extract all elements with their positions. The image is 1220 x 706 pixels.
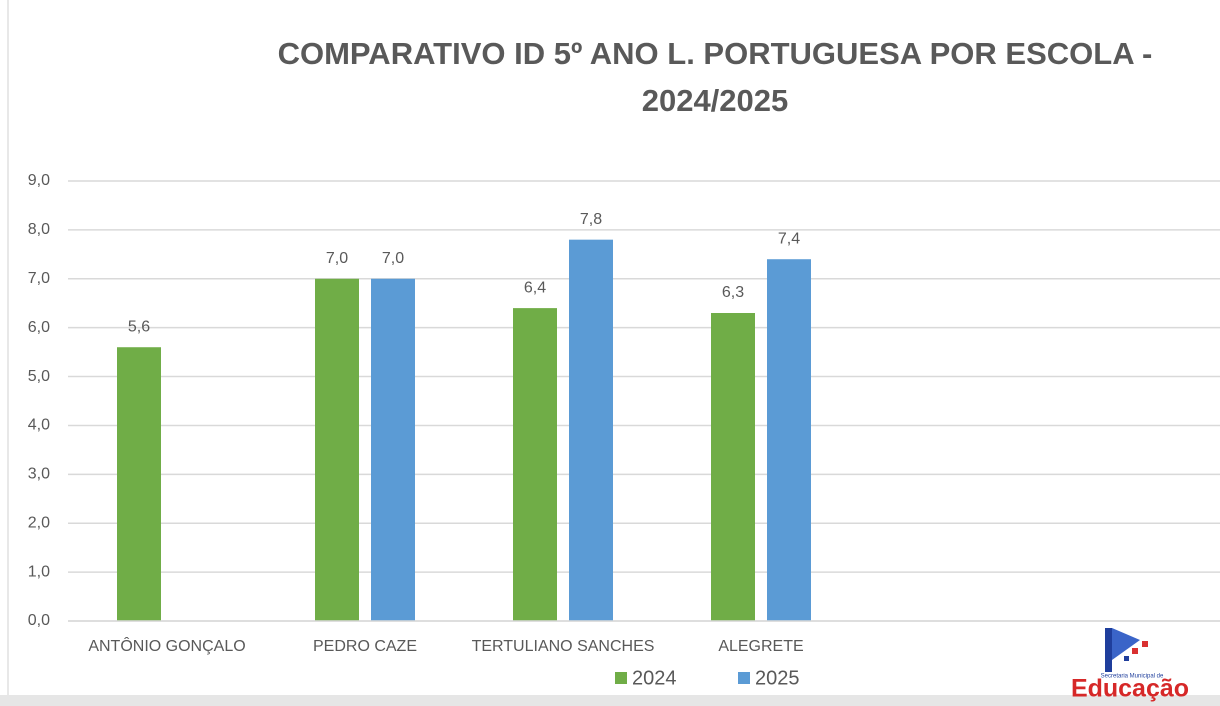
- x-tick-label: PEDRO CAZE: [313, 638, 417, 655]
- y-tick-label: 2,0: [28, 514, 50, 531]
- bar: [315, 278, 359, 621]
- logo-text: Educação: [1071, 675, 1189, 703]
- y-tick-label: 4,0: [28, 417, 50, 434]
- y-tick-label: 1,0: [28, 563, 50, 580]
- legend-label: 2024: [632, 667, 677, 689]
- legend-label: 2025: [755, 667, 800, 689]
- logo-shape: [1105, 628, 1112, 672]
- value-label: 6,3: [722, 284, 744, 301]
- y-tick-label: 6,0: [28, 319, 50, 336]
- chart-title: COMPARATIVO ID 5º ANO L. PORTUGUESA POR …: [278, 36, 1153, 71]
- chart-title: 2024/2025: [642, 83, 789, 118]
- bottom-strip: [0, 695, 1220, 706]
- bar: [117, 347, 161, 621]
- x-tick-label: ALEGRETE: [718, 638, 803, 655]
- logo-shape: [1142, 641, 1148, 647]
- y-tick-label: 0,0: [28, 612, 50, 629]
- value-label: 7,8: [580, 211, 602, 228]
- value-label: 7,0: [326, 250, 348, 267]
- y-tick-label: 5,0: [28, 368, 50, 385]
- legend-swatch: [615, 672, 627, 684]
- value-label: 7,0: [382, 250, 404, 267]
- y-tick-label: 3,0: [28, 466, 50, 483]
- bar: [767, 259, 811, 621]
- bar: [513, 308, 557, 621]
- bar: [569, 239, 613, 621]
- logo: Secretaria Municipal de Educação: [1071, 628, 1189, 703]
- y-tick-label: 9,0: [28, 172, 50, 189]
- logo-caption: Secretaria Municipal de: [1101, 674, 1164, 680]
- x-tick-label: ANTÔNIO GONÇALO: [88, 636, 245, 655]
- bar: [711, 313, 755, 621]
- value-label: 6,4: [524, 279, 546, 296]
- logo-shape: [1132, 648, 1138, 654]
- logo-shape: [1124, 656, 1129, 661]
- y-tick-label: 7,0: [28, 270, 50, 287]
- y-tick-label: 8,0: [28, 221, 50, 238]
- legend-swatch: [738, 672, 750, 684]
- value-label: 7,4: [778, 230, 800, 247]
- bar: [371, 278, 415, 621]
- value-label: 5,6: [128, 318, 150, 335]
- x-tick-label: TERTULIANO SANCHES: [472, 638, 655, 655]
- logo-shape: [1112, 628, 1140, 660]
